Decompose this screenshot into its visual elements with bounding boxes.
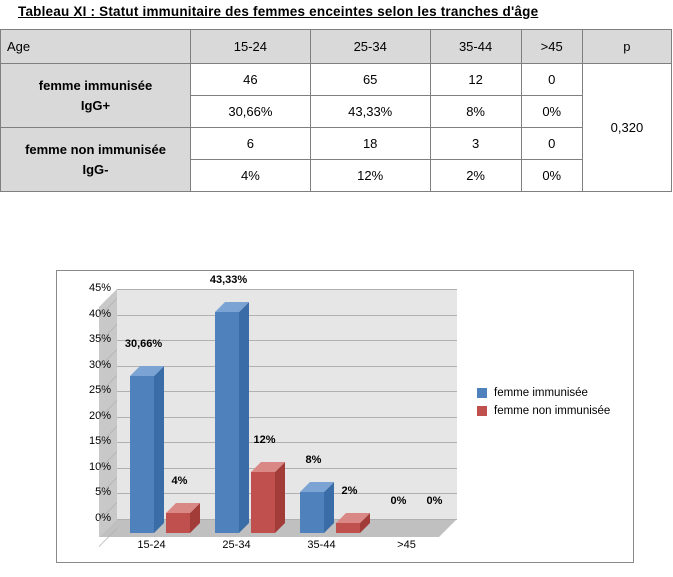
cell-nonimm-count-0: 6: [191, 128, 311, 160]
chart-gridline: [117, 366, 457, 367]
chart-gridline: [117, 289, 457, 290]
cell-nonimm-count-3: 0: [521, 128, 582, 160]
legend-label-0: femme immunisée: [494, 387, 588, 399]
cell-nonimm-pct-1: 12%: [310, 160, 430, 192]
legend-swatch-1: [477, 406, 487, 416]
chart-ylabel: 45%: [71, 282, 111, 294]
cell-imm-pct-3: 0%: [521, 96, 582, 128]
rowhead-nonimmunised: femme non immunisée IgG-: [1, 128, 191, 192]
col-p-label: p: [582, 30, 671, 64]
chart-value-label: 4%: [154, 475, 206, 487]
cell-imm-pct-2: 8%: [430, 96, 521, 128]
chart-xlabel: 15-24: [112, 539, 192, 551]
cell-imm-count-2: 12: [430, 64, 521, 96]
col-age-3: >45: [521, 30, 582, 64]
chart-value-label: 0%: [409, 495, 461, 507]
chart-gridline: [117, 315, 457, 316]
chart-value-label: 2%: [324, 485, 376, 497]
cell-p-value: 0,320: [582, 64, 671, 192]
rowhead-immunised-line1: femme immunisée: [39, 78, 152, 93]
chart-gridline: [117, 417, 457, 418]
rowhead-immunised: femme immunisée IgG+: [1, 64, 191, 128]
chart-gridline: [117, 468, 457, 469]
cell-imm-count-0: 46: [191, 64, 311, 96]
table-title: Tableau XI : Statut immunitaire des femm…: [0, 0, 673, 29]
legend-item-1: femme non immunisée: [477, 405, 610, 417]
chart-value-label: 12%: [239, 434, 291, 446]
cell-nonimm-count-2: 3: [430, 128, 521, 160]
cell-nonimm-pct-0: 4%: [191, 160, 311, 192]
cell-imm-count-1: 65: [310, 64, 430, 96]
rowhead-nonimm-line2: IgG-: [83, 162, 109, 177]
col-age-0: 15-24: [191, 30, 311, 64]
chart-xlabel: 35-44: [282, 539, 362, 551]
legend-swatch-0: [477, 388, 487, 398]
chart-value-label: 8%: [288, 454, 340, 466]
cell-nonimm-pct-3: 0%: [521, 160, 582, 192]
cell-imm-count-3: 0: [521, 64, 582, 96]
cell-imm-pct-1: 43,33%: [310, 96, 430, 128]
legend-label-1: femme non immunisée: [494, 405, 610, 417]
chart-xlabel: 25-34: [197, 539, 277, 551]
legend-item-0: femme immunisée: [477, 387, 610, 399]
chart-xlabel: >45: [367, 539, 447, 551]
chart-gridline: [117, 391, 457, 392]
data-table: Age 15-24 25-34 35-44 >45 p femme immuni…: [0, 29, 672, 192]
col-age-2: 35-44: [430, 30, 521, 64]
rowhead-nonimm-line1: femme non immunisée: [25, 142, 166, 157]
bar-chart: 0%5%10%15%20%25%30%35%40%45%30,66%4%15-2…: [56, 270, 634, 563]
col-age-label: Age: [1, 30, 191, 64]
chart-value-label: 43,33%: [203, 274, 255, 286]
cell-nonimm-pct-2: 2%: [430, 160, 521, 192]
cell-nonimm-count-1: 18: [310, 128, 430, 160]
cell-imm-pct-0: 30,66%: [191, 96, 311, 128]
col-age-1: 25-34: [310, 30, 430, 64]
chart-legend: femme immunisée femme non immunisée: [477, 381, 610, 423]
chart-value-label: 30,66%: [118, 338, 170, 350]
rowhead-immunised-line2: IgG+: [81, 98, 110, 113]
